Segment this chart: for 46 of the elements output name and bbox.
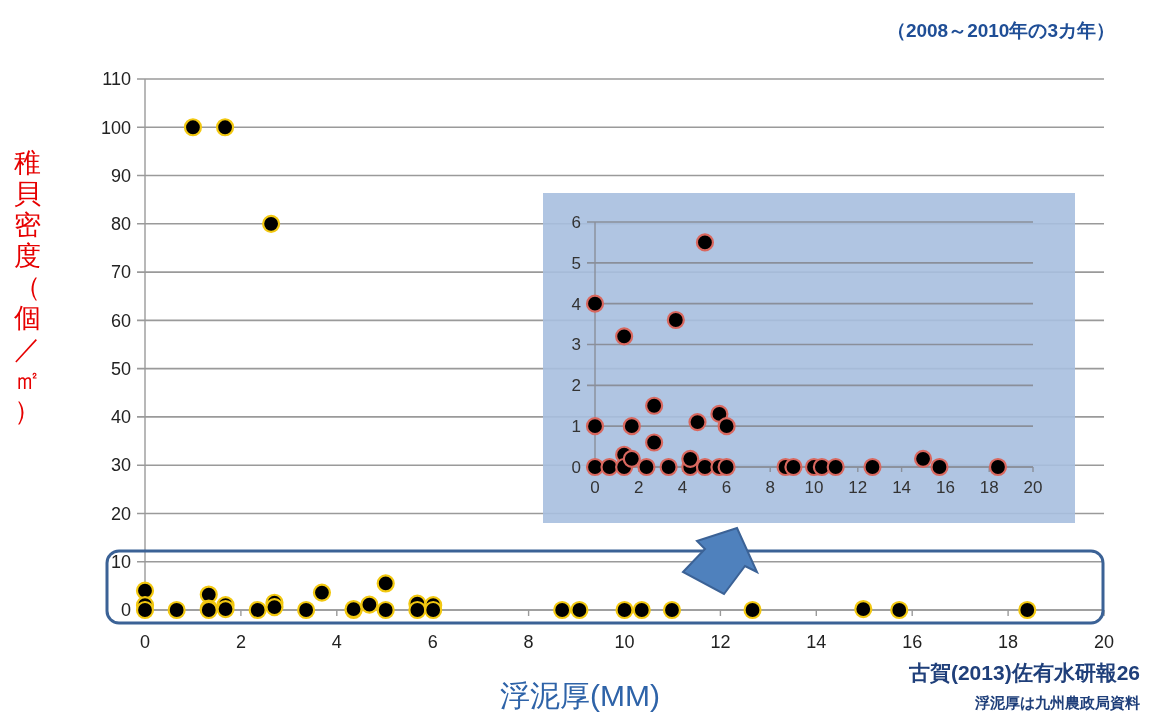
- chart-subtitle: （2008～2010年の3カ年）: [886, 20, 1115, 41]
- x-tick-label: 12: [710, 632, 731, 652]
- x-tick-label: 4: [677, 478, 688, 497]
- y-tick-label: 3: [571, 335, 581, 355]
- x-tick-label: 6: [427, 632, 438, 652]
- y-tick-label: 10: [110, 552, 131, 573]
- text: 浮泥厚は九州農政局資料: [974, 694, 1140, 712]
- y-tick-label: 90: [110, 165, 131, 186]
- y-tick-label: 40: [110, 407, 131, 428]
- x-tick-label: 20: [1093, 632, 1115, 652]
- y-tick-label: 1: [571, 417, 581, 437]
- x-axis-title: 浮泥厚(MM): [500, 679, 660, 712]
- x-tick-label: 14: [892, 478, 912, 497]
- y-tick-label: 6: [571, 212, 581, 232]
- x-tick-label: 16: [935, 478, 955, 497]
- x-tick-label: 18: [998, 632, 1019, 652]
- y-tick-label: 0: [120, 600, 131, 621]
- x-tick-label: 8: [765, 478, 775, 497]
- y-tick-label: 30: [110, 455, 131, 476]
- y-tick-label: 50: [110, 358, 131, 379]
- y-tick-label: 60: [110, 310, 131, 331]
- y-tick-label: 100: [100, 117, 131, 138]
- x-tick-label: 20: [1023, 478, 1043, 497]
- x-tick-label: 0: [139, 632, 151, 652]
- x-tick-label: 0: [590, 478, 600, 497]
- y-tick-label: 0: [571, 457, 581, 477]
- y-tick-label: 110: [102, 69, 131, 90]
- x-tick-label: 16: [902, 632, 923, 652]
- x-tick-label: 18: [979, 478, 999, 497]
- x-tick-label: 10: [614, 632, 635, 652]
- x-tick-label: 14: [806, 632, 827, 652]
- y-tick-label: 70: [110, 262, 131, 283]
- text: 古賀(2013)佐有水研報26: [907, 661, 1140, 685]
- x-tick-label: 2: [634, 478, 644, 497]
- y-tick-label: 5: [571, 253, 581, 273]
- x-tick-label: 12: [848, 478, 868, 497]
- x-tick-label: 4: [331, 632, 342, 652]
- y-tick-label: 80: [110, 214, 131, 235]
- text: 稚貝密度（個／㎡）: [13, 148, 41, 426]
- x-tick-label: 6: [721, 478, 732, 497]
- x-tick-label: 8: [523, 632, 534, 652]
- x-tick-label: 2: [235, 632, 246, 652]
- y-tick-label: 20: [110, 503, 131, 524]
- y-tick-label: 2: [571, 376, 581, 396]
- x-tick-label: 10: [804, 478, 824, 497]
- y-tick-label: 4: [571, 294, 581, 314]
